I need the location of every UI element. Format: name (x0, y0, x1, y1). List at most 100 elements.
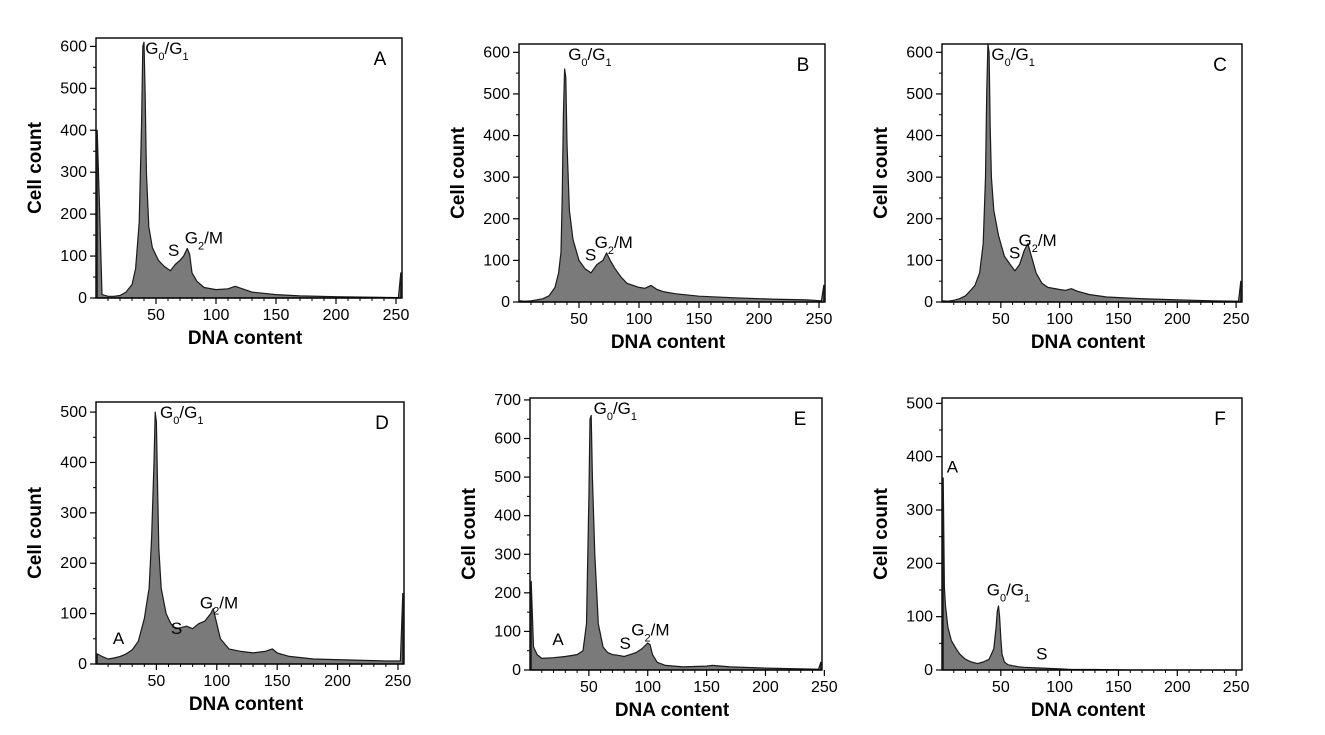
y-tick-label: 0 (78, 290, 87, 307)
annotation-subscript: 0 (581, 57, 587, 69)
x-axis-title: DNA content (615, 700, 730, 721)
annotation-text: /G (179, 403, 197, 422)
panel-letter: E (794, 409, 807, 430)
y-tick-label: 200 (906, 211, 933, 228)
y-tick-label: 400 (906, 449, 933, 466)
y-tick-label: 200 (60, 555, 87, 572)
panel-e: 0 100 200 300 400 500 600 700 50 100 150 200 250 DNA … (459, 392, 838, 721)
annotation-subscript: 1 (631, 411, 637, 423)
peak-annotation: S (619, 634, 630, 653)
panel-d: 0 100 200 300 400 500 50 100 150 200 250 DNA conten… (25, 401, 412, 715)
y-tick-label: 600 (483, 44, 510, 61)
plot-frame (529, 397, 823, 671)
peak-annotation: G0/G1 (160, 403, 203, 427)
y-tick-label: 500 (60, 80, 87, 97)
peak-annotation: G0/G1 (145, 39, 188, 63)
annotation-text: /G (1011, 45, 1029, 64)
peak-annotation: A (947, 458, 959, 477)
y-tick-label: 100 (494, 623, 521, 640)
y-tick-label: 500 (60, 404, 87, 421)
y-tick-label: 200 (483, 211, 510, 228)
annotation-text: /G (588, 45, 606, 64)
plot-frame (95, 37, 403, 299)
annotation-text: G (594, 399, 607, 418)
x-axis-title: DNA content (611, 332, 726, 353)
x-tick-label: 50 (992, 679, 1010, 696)
x-tick-label: 150 (263, 307, 290, 324)
x-tick-label: 200 (1164, 679, 1191, 696)
peak-annotation: S (1036, 644, 1047, 663)
panel-letter: B (797, 55, 810, 76)
panel-letter: C (1213, 55, 1227, 76)
annotation-subscript: 0 (158, 51, 164, 63)
annotation-subscript: 0 (1000, 592, 1006, 604)
annotation-subscript: 1 (606, 57, 612, 69)
peak-annotation: S (168, 241, 179, 260)
y-tick-label: 400 (483, 128, 510, 145)
peak-annotation: S (585, 245, 596, 264)
annotation-text: /M (651, 620, 670, 639)
y-tick-label: 500 (906, 395, 933, 412)
x-tick-label: 50 (147, 307, 165, 324)
plot-frame (941, 397, 1243, 671)
annotation-subscript: 1 (197, 415, 203, 427)
y-tick-label: 0 (501, 294, 510, 311)
y-axis-title: Cell count (871, 487, 892, 580)
histogram-area (519, 68, 825, 303)
x-tick-label: 250 (385, 673, 412, 690)
histogram-area (96, 41, 402, 299)
x-tick-label: 250 (806, 311, 833, 328)
y-tick-label: 200 (494, 585, 521, 602)
x-tick-label: 150 (693, 679, 720, 696)
annotation-text: A (113, 629, 125, 648)
x-tick-label: 150 (1105, 311, 1132, 328)
x-tick-label: 100 (626, 311, 653, 328)
annotation-subscript: 1 (1024, 592, 1030, 604)
x-tick-label: 100 (1046, 679, 1073, 696)
y-tick-label: 600 (906, 44, 933, 61)
x-tick-label: 200 (1164, 311, 1191, 328)
y-tick-label: 300 (60, 505, 87, 522)
x-tick-label: 250 (1223, 679, 1250, 696)
annotation-text: G (631, 620, 644, 639)
panel-c: 0 100 200 300 400 500 600 50 100 150 200 250 DNA con… (871, 43, 1250, 353)
annotation-text: G (200, 594, 213, 613)
y-tick-label: 0 (78, 656, 87, 673)
annotation-subscript: 2 (198, 240, 204, 252)
x-tick-label: 200 (324, 673, 351, 690)
x-axis-title: DNA content (189, 694, 304, 715)
y-tick-label: 500 (906, 86, 933, 103)
y-tick-label: 500 (483, 86, 510, 103)
y-tick-label: 200 (906, 555, 933, 572)
y-tick-label: 400 (60, 122, 87, 139)
histogram-area (942, 477, 1237, 671)
annotation-text: G (1018, 231, 1031, 250)
annotation-subscript: 2 (213, 606, 219, 618)
panel-b: 0 100 200 300 400 500 600 50 100 150 200 250 DNA con… (448, 43, 833, 353)
peak-annotation: G2/M (1018, 231, 1056, 255)
panel-f: 0 100 200 300 400 500 50 100 150 200 250 DNA conten… (871, 395, 1250, 721)
annotation-text: /M (204, 228, 223, 247)
x-tick-label: 200 (752, 679, 779, 696)
y-tick-label: 600 (494, 431, 521, 448)
annotation-subscript: 2 (1032, 243, 1038, 255)
annotation-subscript: 0 (607, 411, 613, 423)
peak-annotation: A (113, 629, 125, 648)
annotation-text: A (552, 630, 564, 649)
annotation-text: G (185, 228, 198, 247)
y-axis-title: Cell count (448, 126, 469, 219)
x-axis-title: DNA content (188, 328, 303, 349)
annotation-text: /M (614, 233, 633, 252)
y-axis-title: Cell count (871, 126, 892, 219)
x-tick-label: 150 (1105, 679, 1132, 696)
annotation-text: /G (165, 39, 183, 58)
y-tick-label: 700 (494, 392, 521, 409)
annotation-subscript: 0 (173, 415, 179, 427)
y-tick-label: 100 (60, 248, 87, 265)
annotation-text: G (595, 233, 608, 252)
y-tick-label: 300 (483, 169, 510, 186)
y-tick-label: 0 (512, 662, 521, 679)
annotation-text: G (160, 403, 173, 422)
